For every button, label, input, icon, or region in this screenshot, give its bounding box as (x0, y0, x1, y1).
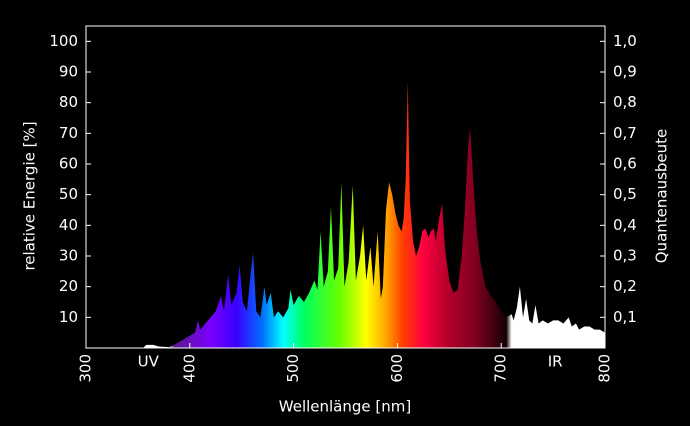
annotation: IR (548, 353, 563, 371)
spectrum-area (86, 81, 605, 348)
y-tick-label: 90 (59, 63, 78, 81)
y2-tick-label: 0,4 (613, 216, 637, 234)
x-tick-label: 500 (284, 354, 302, 383)
annotation: UV (138, 353, 160, 371)
x-tick-label: 800 (596, 354, 614, 383)
y2-tick-label: 0,6 (613, 155, 637, 173)
plot-frame (85, 25, 606, 349)
y2-tick-label: 0,2 (613, 277, 637, 295)
y-tick-label: 20 (59, 277, 78, 295)
y2-tick-label: 1,0 (613, 32, 637, 50)
y2-tick-label: 0,5 (613, 185, 637, 203)
x-axis-label: Wellenlänge [nm] (279, 398, 411, 416)
y2-tick-label: 0,9 (613, 63, 637, 81)
x-tick-label: 400 (180, 354, 198, 383)
y-tick-label: 10 (59, 308, 78, 326)
y2-tick-label: 0,7 (613, 124, 637, 142)
y-tick-label: 40 (59, 216, 78, 234)
x-tick-label: 700 (492, 354, 510, 383)
y-tick-label: 30 (59, 247, 78, 265)
y-tick-label: 60 (59, 155, 78, 173)
y2-axis-label: Quantenausbeute (653, 129, 671, 264)
y-tick-label: 70 (59, 124, 78, 142)
y2-tick-label: 0,1 (613, 308, 637, 326)
y-axis-label: relative Energie [%] (21, 121, 39, 270)
x-tick-label: 300 (77, 354, 95, 383)
y2-tick-label: 0,8 (613, 93, 637, 111)
y-tick-label: 50 (59, 185, 78, 203)
y2-tick-label: 0,3 (613, 247, 637, 265)
x-tick-label: 600 (388, 354, 406, 383)
y-tick-label: 100 (49, 32, 78, 50)
y-tick-label: 80 (59, 93, 78, 111)
